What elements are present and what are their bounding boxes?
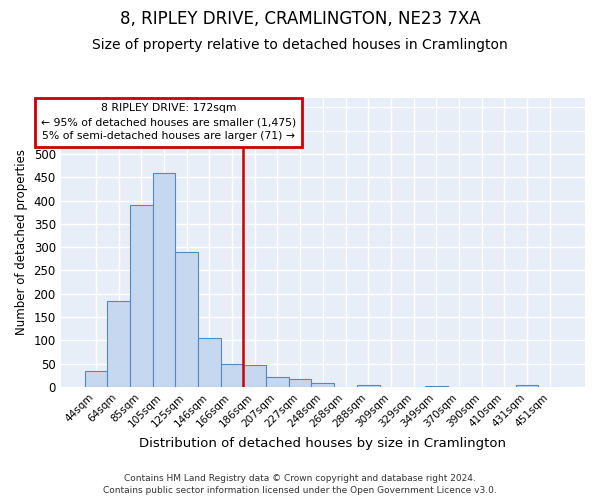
Bar: [175, 252, 198, 387]
Bar: [107, 300, 130, 387]
Bar: [289, 380, 311, 387]
Bar: [357, 385, 380, 387]
Bar: [152, 172, 175, 387]
Bar: [198, 338, 221, 387]
Bar: [244, 364, 266, 387]
Bar: [425, 386, 448, 387]
Text: 8 RIPLEY DRIVE: 172sqm
← 95% of detached houses are smaller (1,475)
5% of semi-d: 8 RIPLEY DRIVE: 172sqm ← 95% of detached…: [41, 103, 296, 141]
Text: 8, RIPLEY DRIVE, CRAMLINGTON, NE23 7XA: 8, RIPLEY DRIVE, CRAMLINGTON, NE23 7XA: [119, 10, 481, 28]
Bar: [85, 370, 107, 387]
Bar: [516, 384, 538, 387]
Bar: [311, 383, 334, 387]
Text: Size of property relative to detached houses in Cramlington: Size of property relative to detached ho…: [92, 38, 508, 52]
Text: Contains HM Land Registry data © Crown copyright and database right 2024.
Contai: Contains HM Land Registry data © Crown c…: [103, 474, 497, 495]
X-axis label: Distribution of detached houses by size in Cramlington: Distribution of detached houses by size …: [139, 437, 506, 450]
Y-axis label: Number of detached properties: Number of detached properties: [15, 150, 28, 336]
Bar: [130, 205, 152, 387]
Bar: [266, 376, 289, 387]
Bar: [221, 364, 244, 387]
